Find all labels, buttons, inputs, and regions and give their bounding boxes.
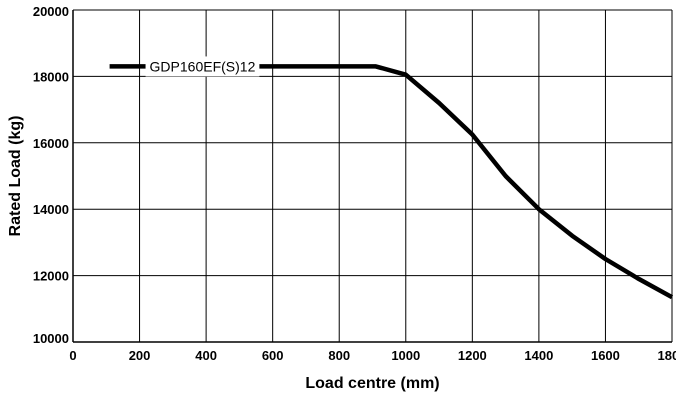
x-tick-label: 200 [129, 348, 151, 363]
legend-background [145, 56, 260, 77]
series-line [109, 64, 674, 300]
y-axis-title: Rated Load (kg) [7, 116, 24, 237]
tick-labels: 0 200 400 600 800 1000 1200 1400 1600 1800 10000 12… [33, 4, 676, 363]
x-tick-label: 1400 [524, 348, 553, 363]
y-tick-label: 14000 [33, 202, 69, 217]
y-tick-label: 12000 [33, 269, 69, 284]
legend: GDP160EF(S)12 [145, 56, 260, 77]
x-tick-label: 600 [262, 348, 284, 363]
x-tick-label: 800 [328, 348, 350, 363]
legend-label: GDP160EF(S)12 [150, 58, 256, 74]
y-tick-label: 20000 [33, 4, 69, 19]
x-axis-title: Load centre (mm) [305, 375, 439, 392]
axes [72, 10, 672, 343]
x-tick-label: 1600 [591, 348, 620, 363]
x-tick-label: 1800 [658, 348, 676, 363]
x-tick-label: 1200 [458, 348, 487, 363]
x-tick-label: 0 [69, 348, 76, 363]
y-tick-label: 18000 [33, 69, 69, 84]
x-tick-label: 400 [195, 348, 217, 363]
x-tick-label: 1000 [391, 348, 420, 363]
y-tick-label: 16000 [33, 136, 69, 151]
grid [73, 9, 673, 342]
series-layer [109, 64, 674, 300]
y-tick-label: 10000 [33, 331, 69, 346]
